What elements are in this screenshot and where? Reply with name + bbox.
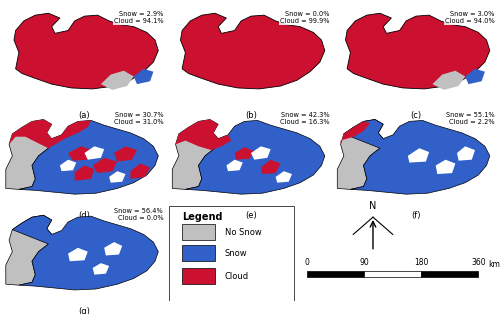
Polygon shape <box>60 160 76 171</box>
Polygon shape <box>104 242 122 256</box>
Polygon shape <box>134 69 154 84</box>
Polygon shape <box>180 13 325 89</box>
Polygon shape <box>261 160 280 174</box>
Polygon shape <box>436 160 456 174</box>
Bar <box>421 271 478 278</box>
Text: 360: 360 <box>471 258 486 267</box>
Text: Snow = 56.4%
Cloud = 0.0%: Snow = 56.4% Cloud = 0.0% <box>114 208 163 221</box>
Polygon shape <box>226 160 243 171</box>
Polygon shape <box>465 69 485 84</box>
Polygon shape <box>114 146 137 162</box>
Polygon shape <box>172 120 218 189</box>
Polygon shape <box>12 215 158 290</box>
Text: (a): (a) <box>78 111 90 120</box>
Text: Snow = 55.1%
Cloud = 2.2%: Snow = 55.1% Cloud = 2.2% <box>446 112 494 125</box>
Polygon shape <box>6 120 52 189</box>
Polygon shape <box>186 121 325 194</box>
Polygon shape <box>234 147 255 160</box>
Text: (b): (b) <box>245 111 257 120</box>
Polygon shape <box>14 13 158 89</box>
Bar <box>182 268 215 284</box>
Polygon shape <box>109 171 126 183</box>
Bar <box>307 271 364 278</box>
Polygon shape <box>346 13 490 89</box>
Text: Snow = 3.0%
Cloud = 94.0%: Snow = 3.0% Cloud = 94.0% <box>445 11 494 24</box>
Text: No Snow: No Snow <box>225 228 262 236</box>
Polygon shape <box>92 158 118 173</box>
Text: (f): (f) <box>411 211 421 220</box>
Polygon shape <box>408 148 429 163</box>
Text: Cloud: Cloud <box>225 272 249 281</box>
Polygon shape <box>9 120 91 148</box>
Bar <box>364 271 421 278</box>
Polygon shape <box>68 146 92 161</box>
Polygon shape <box>6 215 52 285</box>
Polygon shape <box>176 120 232 150</box>
Polygon shape <box>276 171 292 183</box>
Text: N: N <box>370 201 376 211</box>
Polygon shape <box>344 120 490 194</box>
Text: (e): (e) <box>245 211 257 220</box>
Polygon shape <box>251 146 270 160</box>
Text: (d): (d) <box>78 211 90 220</box>
Text: Snow = 2.9%
Cloud = 94.1%: Snow = 2.9% Cloud = 94.1% <box>114 11 163 24</box>
Text: km: km <box>488 260 500 269</box>
Text: 90: 90 <box>360 258 369 267</box>
Text: (c): (c) <box>410 111 422 120</box>
Text: (g): (g) <box>78 307 90 314</box>
Text: 180: 180 <box>414 258 428 267</box>
Text: Legend: Legend <box>182 212 222 222</box>
Polygon shape <box>84 146 104 160</box>
Polygon shape <box>74 165 94 181</box>
Polygon shape <box>92 263 109 275</box>
Polygon shape <box>19 121 158 194</box>
Text: Snow = 42.3%
Cloud = 16.3%: Snow = 42.3% Cloud = 16.3% <box>280 112 330 125</box>
Text: Snow: Snow <box>225 249 248 257</box>
Text: 0: 0 <box>304 258 310 267</box>
Polygon shape <box>432 71 465 90</box>
Text: Snow = 30.7%
Cloud = 31.0%: Snow = 30.7% Cloud = 31.0% <box>114 112 163 125</box>
Polygon shape <box>338 120 383 189</box>
Polygon shape <box>457 146 475 161</box>
Polygon shape <box>340 122 370 144</box>
Polygon shape <box>101 71 134 90</box>
Bar <box>182 224 215 240</box>
Polygon shape <box>130 164 150 179</box>
Polygon shape <box>68 248 88 261</box>
Text: Snow = 0.0%
Cloud = 99.9%: Snow = 0.0% Cloud = 99.9% <box>280 11 330 24</box>
Bar <box>182 245 215 261</box>
